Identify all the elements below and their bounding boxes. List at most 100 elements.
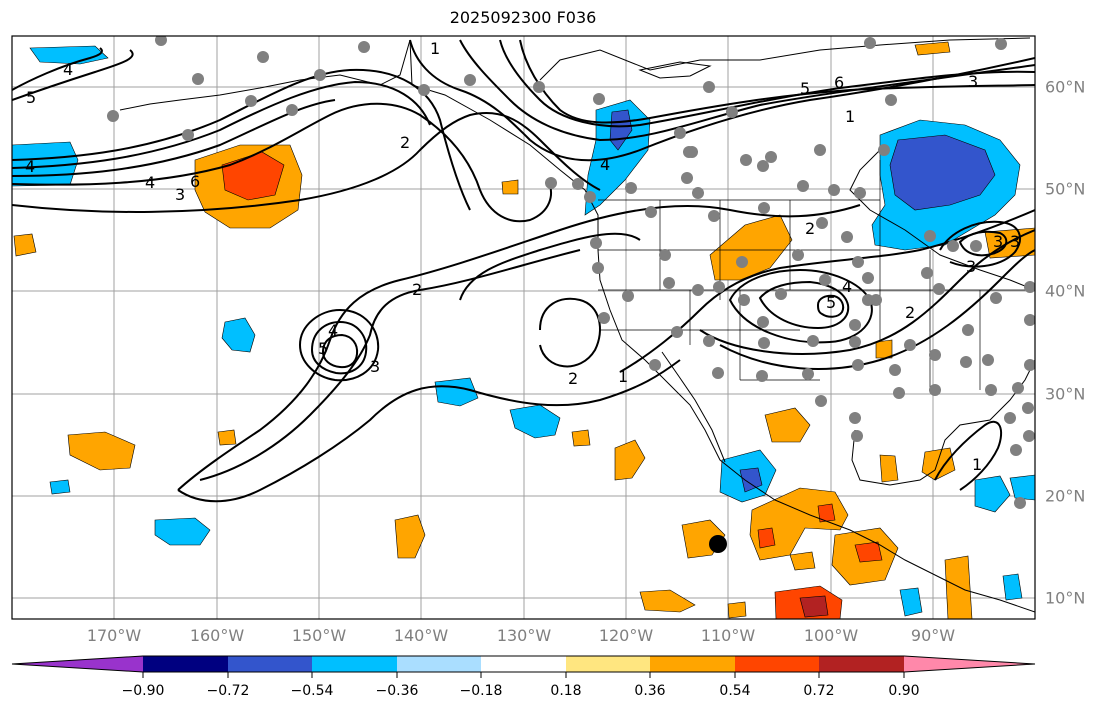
negative-anomaly-region	[739, 467, 763, 493]
positive-anomaly-region	[921, 447, 956, 481]
longitude-label: 150°W	[291, 626, 347, 645]
negative-anomaly-region	[1009, 474, 1035, 501]
colorbar-segment	[481, 656, 566, 672]
contour-label: 1	[618, 367, 628, 386]
negative-anomaly-region	[154, 517, 211, 546]
station-markers	[107, 36, 1035, 509]
longitude-label: 130°W	[496, 626, 552, 645]
latitude-label: 60°N	[1045, 77, 1086, 97]
longitude-label: 100°W	[803, 626, 859, 645]
latitude-label: 40°N	[1045, 281, 1086, 301]
contour-label: 5	[26, 88, 36, 107]
negative-anomaly-region	[221, 317, 256, 353]
contour-label: 1	[845, 107, 855, 126]
latitude-label: 30°N	[1045, 384, 1086, 404]
contour-label: 1	[430, 39, 440, 58]
colorbar-over-arrow	[904, 656, 1035, 672]
contour-label: 4	[63, 60, 73, 79]
positive-anomaly-region	[501, 179, 519, 195]
positive-anomaly-region	[914, 41, 951, 56]
positive-anomaly-region	[875, 339, 893, 359]
negative-anomaly-region	[434, 377, 479, 407]
colorbar	[11, 655, 1036, 678]
positive-anomaly-region	[944, 555, 973, 619]
positive-anomaly-region	[639, 589, 696, 613]
negative-anomaly-region	[889, 134, 996, 211]
longitude-label: 170°W	[86, 626, 142, 645]
colorbar-tick-label: −0.90	[121, 683, 165, 699]
colorbar-tick-label: 0.36	[634, 683, 666, 699]
storm-center-marker	[709, 535, 727, 553]
longitude-label: 120°W	[598, 626, 654, 645]
colorbar-under-arrow	[12, 656, 143, 672]
negative-anomaly-region	[29, 45, 109, 65]
contour-label: 3	[993, 232, 1003, 251]
negative-anomaly-region	[974, 475, 1011, 513]
latitude-label: 50°N	[1045, 179, 1086, 199]
contour-label: 6	[190, 172, 200, 191]
positive-anomaly-region	[394, 514, 426, 559]
contour-label: 5	[800, 79, 810, 98]
contour-label: 6	[834, 73, 844, 92]
contour-label: 4	[328, 321, 338, 340]
positive-anomaly-region	[817, 503, 836, 523]
positive-anomaly-region	[799, 595, 829, 618]
contour-label: 3	[370, 357, 380, 376]
positive-anomaly-region	[13, 233, 37, 257]
colorbar-tick-label: 0.54	[719, 683, 751, 699]
colorbar-tick-label: −0.72	[206, 683, 250, 699]
contour-label: 4	[25, 157, 35, 176]
colorbar-segment	[228, 656, 312, 672]
colorbar-tick-label: 0.90	[888, 683, 920, 699]
negative-anomaly-region	[1002, 573, 1023, 601]
longitude-label: 140°W	[393, 626, 449, 645]
colorbar-segment	[819, 656, 904, 672]
latitude-label: 20°N	[1045, 486, 1086, 506]
longitude-label: 110°W	[700, 626, 756, 645]
colorbar-tick-label: −0.18	[459, 683, 503, 699]
colorbar-segment	[566, 656, 650, 672]
contour-label: 2	[805, 219, 815, 238]
contour-label: 3	[175, 185, 185, 204]
contour-label: 2	[400, 133, 410, 152]
contour-label: 1	[972, 455, 982, 474]
positive-anomaly-region	[764, 407, 811, 443]
contour-label: 5	[826, 293, 836, 312]
contour-label: 3	[1010, 232, 1020, 251]
contour-label: 2	[905, 303, 915, 322]
contour-label: 2	[412, 280, 422, 299]
contour-labels: 5 4 6 3 2 1 2 6 5 4 3 1 2 3 4 5 4 3 2 1 …	[25, 39, 1020, 474]
positive-anomaly-region	[614, 439, 646, 481]
map-border	[11, 35, 1036, 620]
colorbar-segment	[650, 656, 735, 672]
anomaly-shading	[12, 41, 1035, 619]
colorbar-tick-label: 0.72	[803, 683, 835, 699]
positive-anomaly-region	[727, 601, 747, 619]
negative-anomaly-region	[49, 479, 71, 495]
positive-anomaly-region	[757, 527, 776, 549]
contour-label: 2	[568, 369, 578, 388]
positive-anomaly-region	[571, 429, 591, 447]
colorbar-tick-label: −0.54	[290, 683, 334, 699]
contour-label: 3	[968, 72, 978, 91]
contour-label: 4	[145, 173, 155, 192]
colorbar-tick-label: 0.18	[550, 683, 582, 699]
positive-anomaly-region	[854, 541, 883, 563]
colorbar-segment	[143, 656, 228, 672]
contour-label: 5	[318, 339, 328, 358]
negative-anomaly-region	[899, 587, 923, 617]
map-title: 2025092300 F036	[449, 8, 597, 27]
contour-label: 4	[842, 277, 852, 296]
longitude-label: 160°W	[189, 626, 245, 645]
positive-anomaly-region	[709, 214, 793, 281]
positive-anomaly-region	[789, 551, 816, 571]
contour-label: 4	[600, 155, 610, 174]
colorbar-segment	[312, 656, 397, 672]
contour-label: 3	[966, 257, 976, 276]
coastlines	[119, 37, 1035, 613]
latitude-label: 10°N	[1045, 588, 1086, 608]
longitude-label: 90°W	[910, 626, 956, 645]
positive-anomaly-region	[879, 454, 899, 483]
positive-anomaly-region	[67, 431, 136, 471]
